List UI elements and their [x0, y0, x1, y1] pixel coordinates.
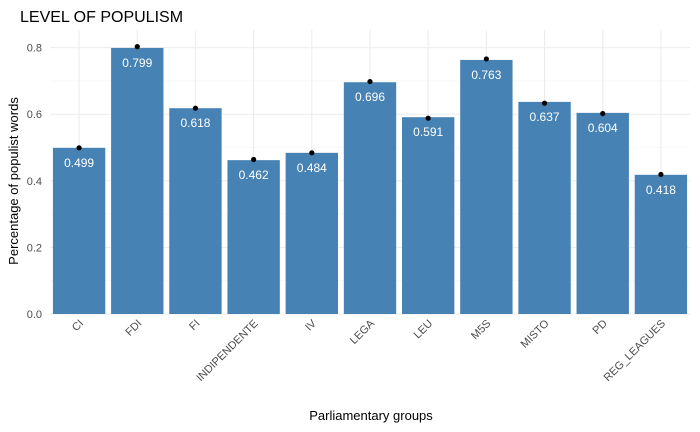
points	[76, 44, 664, 178]
x-tick-label: IV	[303, 317, 319, 333]
data-label: 0.604	[588, 121, 618, 135]
data-point	[600, 110, 606, 117]
data-label: 0.696	[355, 90, 385, 104]
x-axis-title: Parliamentary groups	[309, 408, 433, 423]
y-axis-title: Percentage of populist words	[6, 97, 21, 265]
bar	[402, 117, 455, 315]
x-tick-label: M5S	[469, 318, 493, 342]
data-label: 0.462	[239, 168, 269, 182]
x-tick-label: REG_LEAGUES	[602, 318, 668, 384]
bars	[52, 47, 688, 315]
bar	[634, 174, 688, 314]
x-tick-label: PD	[591, 318, 610, 337]
data-labels: 0.499 0.799 0.618 0.462 0.484 0.696 0.591 0.763…	[64, 56, 676, 197]
data-point	[658, 171, 664, 178]
data-label: 0.499	[64, 156, 94, 170]
data-label: 0.637	[530, 110, 560, 124]
y-tick-label: 0.8	[27, 43, 42, 55]
bar	[227, 160, 280, 314]
x-tick-label: FDI	[123, 318, 144, 339]
bar	[111, 47, 164, 315]
data-label: 0.484	[297, 161, 327, 175]
bar	[343, 82, 397, 315]
bar	[460, 59, 513, 314]
bar	[518, 101, 571, 314]
x-tick-label: INDIPENDENTE	[194, 318, 260, 384]
x-tick-label: CI	[70, 318, 86, 334]
data-label: 0.618	[180, 116, 210, 130]
data-point	[483, 56, 489, 62]
y-tick-label: 0.4	[27, 176, 42, 188]
data-label: 0.799	[122, 56, 152, 70]
x-tick-label: MISTO	[519, 317, 552, 350]
x-tick-label: LEGA	[348, 317, 378, 347]
x-tick-label: LEU	[412, 318, 436, 342]
y-tick-label: 0.6	[27, 109, 42, 121]
bar	[169, 108, 222, 315]
chart-title: LEVEL OF POPULISM	[20, 9, 183, 26]
bar	[52, 147, 106, 314]
data-point	[309, 150, 315, 156]
bar	[576, 112, 629, 314]
data-label: 0.418	[646, 183, 676, 197]
data-point	[541, 100, 548, 106]
data-point	[425, 115, 431, 121]
bar	[285, 152, 338, 314]
data-label: 0.763	[471, 68, 501, 82]
data-point	[192, 105, 199, 111]
x-tick-label: FI	[187, 318, 202, 333]
y-tick-label: 0.2	[27, 242, 42, 254]
data-point	[251, 156, 257, 163]
data-point	[367, 78, 373, 85]
y-tick-label: 0.0	[27, 309, 42, 321]
y-axis-ticks: 0.0 0.2 0.4 0.6 0.8	[27, 43, 42, 321]
data-label: 0.591	[413, 125, 443, 139]
data-point	[134, 44, 140, 50]
data-point	[76, 145, 82, 151]
